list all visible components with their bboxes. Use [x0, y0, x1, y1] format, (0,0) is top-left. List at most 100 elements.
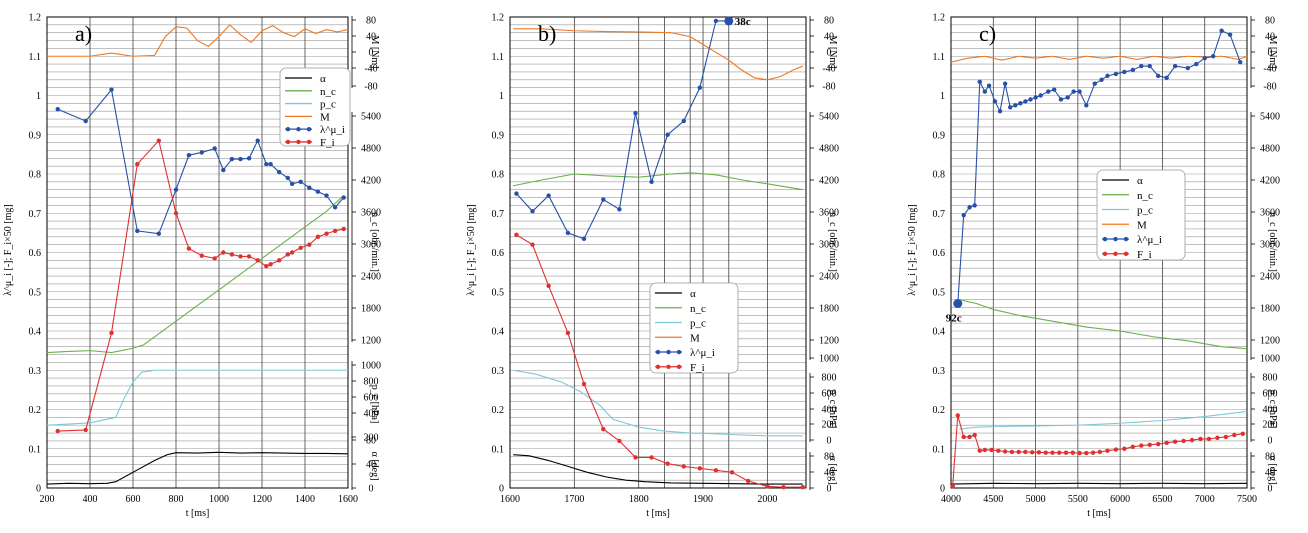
data-point	[601, 426, 606, 432]
data-point	[1206, 436, 1212, 442]
right-tick-label: 3600	[819, 208, 839, 219]
data-point	[1043, 450, 1048, 455]
data-point	[1172, 439, 1178, 444]
right-tick-label: 40	[1265, 468, 1275, 479]
data-point	[565, 230, 571, 236]
data-point	[581, 381, 587, 387]
series-line	[46, 369, 348, 426]
right-axis-2: 5400 4800 4200 3600 3000 2400 1800 1200 1000 n_c …	[809, 112, 839, 365]
x-tick-label: 7000	[1195, 494, 1215, 505]
data-point	[324, 231, 329, 236]
legend-label: F_i	[690, 362, 705, 374]
right-tick-label: 4800	[1260, 144, 1280, 155]
y-tick-label: 0.5	[933, 287, 946, 298]
data-point	[229, 156, 235, 162]
data-point	[982, 89, 988, 94]
right-tick-label: 5400	[819, 112, 839, 123]
data-point	[212, 146, 217, 151]
data-point	[1097, 449, 1103, 455]
legend-item: F_i	[1102, 249, 1152, 261]
right-axis-label: α [deg]	[827, 456, 838, 485]
legend-item: n_c	[285, 86, 336, 98]
data-point	[246, 254, 252, 259]
series-line	[516, 234, 803, 488]
legend-marker	[666, 364, 671, 369]
legend-marker	[306, 139, 312, 145]
y-tick-label: 1	[940, 91, 945, 102]
annotation-label: 92c	[946, 313, 962, 325]
right-tick-label: 80	[824, 16, 834, 27]
series-line	[513, 369, 803, 437]
legend-label: F_i	[320, 137, 335, 149]
data-point	[1185, 65, 1191, 71]
right-tick-label: 5400	[1260, 112, 1280, 123]
x-tick-label: 1000	[209, 494, 229, 505]
x-tick-label: 5500	[1068, 494, 1088, 505]
series-nc	[513, 172, 803, 191]
right-tick-label: 600	[364, 393, 379, 404]
data-point	[1130, 444, 1136, 449]
legend-label: F_i	[1137, 249, 1152, 261]
data-point	[800, 485, 805, 490]
legend-label: p_c	[320, 99, 336, 111]
y-tick-label: 0.2	[933, 405, 946, 416]
data-point	[268, 161, 273, 167]
y-tick-label: 0.3	[933, 366, 946, 377]
series-line	[950, 482, 1248, 485]
right-axis-label: n_c [obr./min.]	[369, 212, 380, 272]
data-point	[1077, 89, 1082, 94]
right-axis-1: 80 40 0 -40 -80 M [Nm]	[1250, 16, 1278, 93]
y-tick-label: 0	[36, 484, 41, 495]
right-tick-label: 40	[366, 32, 376, 43]
data-point	[186, 246, 192, 251]
y-tick-label: 1.2	[933, 13, 946, 24]
data-point	[1164, 75, 1169, 81]
legend-item: n_c	[655, 303, 706, 315]
right-tick-label: 4200	[819, 176, 839, 187]
y-tick-label: 1.1	[29, 52, 42, 63]
right-tick-label: -40	[822, 64, 835, 75]
right-tick-label: 200	[364, 433, 379, 444]
data-point	[961, 434, 966, 440]
x-tick-label: 1600	[500, 494, 520, 505]
series-Fi	[514, 232, 805, 490]
data-point	[307, 185, 312, 190]
right-axis-2: 5400 4800 4200 3600 3000 2400 1800 1200 n_c [obr…	[351, 112, 381, 347]
y-tick-label: 0.1	[933, 444, 946, 455]
data-point	[697, 85, 703, 90]
data-point	[1105, 73, 1110, 79]
right-axis-4: 80 40 0α [deg]	[809, 452, 838, 495]
right-tick-label: 40	[1265, 32, 1275, 43]
data-point	[83, 118, 88, 124]
data-point	[324, 193, 329, 198]
right-tick-label: 4800	[819, 144, 839, 155]
data-point	[665, 461, 670, 466]
y-tick-label: 0	[940, 484, 945, 495]
right-tick-label: 3000	[819, 240, 839, 251]
right-tick-label: 80	[366, 16, 376, 27]
legend-marker	[296, 139, 301, 145]
legend-marker	[285, 126, 291, 132]
series-line	[46, 451, 349, 485]
right-tick-label: 0	[369, 484, 374, 495]
legend-label: M	[690, 332, 700, 344]
data-point	[156, 231, 161, 236]
right-tick-label: 0	[1268, 436, 1273, 447]
y-tick-label: 1.2	[492, 13, 505, 24]
right-tick-label: 1000	[1260, 354, 1280, 365]
series-line	[47, 24, 349, 57]
data-point	[765, 484, 770, 489]
y-tick-label: 0.8	[29, 170, 42, 181]
y-tick-label: 0.9	[29, 130, 42, 141]
data-point	[546, 193, 551, 198]
data-point	[212, 256, 217, 261]
x-axis-label: t [ms]	[1087, 508, 1111, 519]
series-nc	[46, 195, 345, 354]
legend-item: p_c	[1102, 205, 1153, 217]
right-tick-label: -40	[1263, 64, 1276, 75]
data-point	[238, 156, 243, 162]
right-tick-label: 0	[827, 436, 832, 447]
data-point	[1013, 103, 1018, 108]
plot-frame	[950, 16, 1248, 489]
data-point	[298, 179, 303, 185]
